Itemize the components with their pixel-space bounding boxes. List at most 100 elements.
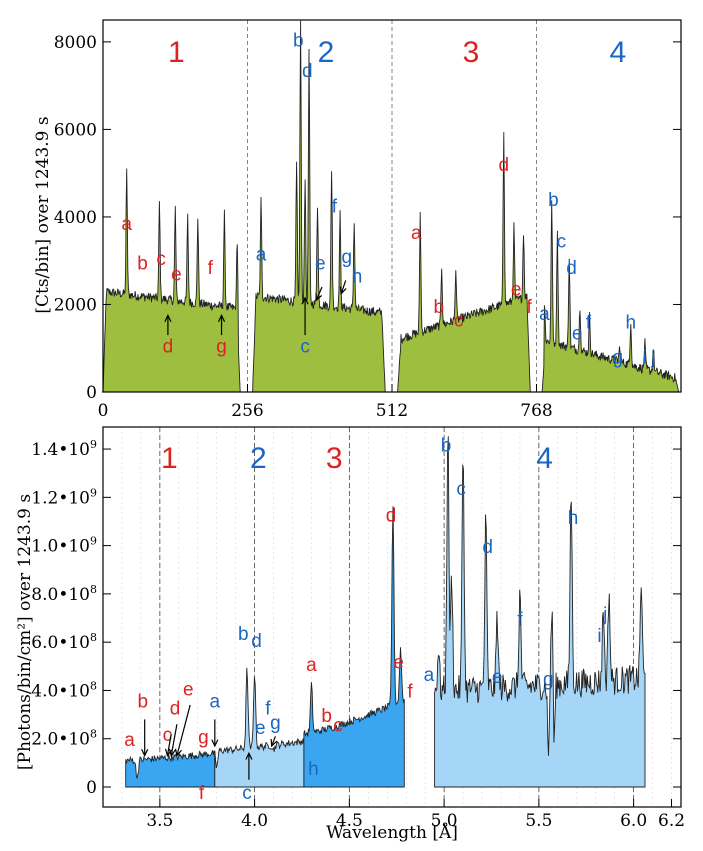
photons-ytick-exponent: 8 [90, 631, 97, 644]
counts-line-label-e: e [171, 264, 182, 285]
counts-arrow-3 [315, 286, 323, 301]
photons-xtick-label-3: 5.0 [431, 811, 458, 831]
counts-region-title-4: 4 [609, 36, 626, 69]
photons-line-label-a: a [424, 665, 435, 686]
photons-xtick-label-6: 6.2 [658, 811, 685, 831]
photons-xtick-label-5: 6.0 [620, 811, 647, 831]
counts-region-2 [251, 20, 387, 393]
photons-ytick-exponent: 8 [90, 728, 97, 741]
photons-arrowhead-2 [168, 748, 176, 757]
counts-line-label-g: g [216, 337, 227, 358]
photons-line-label-h: h [568, 508, 579, 529]
counts-line-label-a: a [121, 214, 132, 235]
photons-region-title-4: 4 [536, 442, 553, 475]
photons-arrow-2 [170, 724, 178, 756]
photons-line-label-f: f [517, 609, 523, 630]
photons-line-label-b: b [238, 624, 249, 645]
photons-line-label-b: b [138, 691, 149, 712]
photons-arrowhead-6 [270, 738, 278, 748]
photons-line-label-d: d [482, 537, 493, 558]
counts-line-label-g: g [612, 348, 623, 369]
counts-line-label-d: d [566, 258, 577, 279]
counts-region-title-3: 3 [463, 36, 480, 69]
photons-ytick-exponent: 8 [90, 679, 97, 692]
counts-line-label-e: e [511, 280, 522, 301]
photons-line-label-d: d [386, 505, 397, 526]
photons-ytick-mantissa: 6.0•10 [31, 633, 90, 653]
photons-ytick-label-3: 6.0•108 [31, 631, 97, 653]
photons-line-label-e: e [393, 653, 404, 674]
photons-line-label-g: g [198, 728, 209, 749]
photons-line-label-c: c [456, 479, 466, 500]
counts-arrowhead-3 [315, 293, 323, 302]
counts-xtick-label-3: 768 [520, 401, 552, 421]
counts-line-label-a: a [256, 245, 267, 266]
counts-line-label-f: f [586, 313, 592, 334]
photons-region-3 [303, 506, 405, 788]
counts-line-label-e: e [315, 253, 326, 274]
photons-ytick-exponent: 9 [90, 438, 97, 451]
photons-line-label-f: f [265, 699, 271, 720]
photons-line-label-h: h [308, 759, 319, 780]
counts-ytick-label-0: 0 [86, 383, 97, 403]
counts-region-3 [396, 132, 532, 393]
photons-ytick-mantissa: 0 [86, 778, 97, 798]
photons-arrow-3 [176, 704, 191, 756]
counts-region-1 [101, 168, 242, 393]
photons-line-label-g: g [543, 670, 554, 691]
counts-line-label-a: a [411, 223, 422, 244]
photons-xtick-label-1: 4.0 [241, 811, 268, 831]
photons-line-label-f: f [407, 682, 413, 703]
photons-region-title-1: 1 [161, 442, 178, 475]
photons-ytick-mantissa: 1.4•10 [31, 440, 90, 460]
counts-arrowhead-0 [164, 314, 172, 322]
photons-ytick-label-1: 2.0•108 [31, 728, 97, 750]
counts-y-label: [Cts/bin] over 1243.9 s [33, 116, 53, 313]
photons-ytick-label-0: 0 [86, 778, 97, 798]
counts-line-label-f: f [332, 197, 338, 218]
photons-line-label-c: c [333, 715, 343, 736]
counts-line-label-b: b [548, 190, 559, 211]
counts-panel: [Cts/bin] over 1243.9 s 1 2 3 4 0 2000 4000 600… [33, 19, 682, 421]
counts-line-label-i: i [643, 348, 647, 369]
counts-ytick-label-3: 6000 [54, 120, 97, 140]
counts-line-label-c: c [454, 310, 464, 331]
photons-line-label-c: c [242, 783, 252, 804]
photons-line-label-e: e [183, 679, 194, 700]
counts-line-label-j: j [650, 348, 655, 369]
photons-line-label-b: b [441, 435, 452, 456]
counts-region-title-1: 1 [168, 36, 185, 69]
photons-ytick-mantissa: 8.0•10 [31, 585, 90, 605]
photons-ytick-mantissa: 2.0•10 [31, 730, 90, 750]
photons-line-label-i: i [597, 626, 601, 647]
photons-arrowhead-3 [174, 748, 182, 757]
photons-line-label-e: e [255, 718, 266, 739]
counts-region-title-2: 2 [318, 36, 335, 69]
photons-line-label-j: j [602, 604, 607, 625]
photons-y-label: [Photons/bin/cm²] over 1243.9 s [15, 494, 35, 770]
photons-ytick-label-4: 8.0•108 [31, 583, 97, 605]
photons-panel: [Photons/bin/cm²] over 1243.9 s 1 2 3 4 0 2.0… [15, 426, 685, 843]
counts-xtick-label-2: 512 [376, 401, 408, 421]
counts-arrowhead-2 [301, 296, 309, 305]
photons-x-label: Wavelength [Å] [326, 822, 458, 843]
photons-ytick-mantissa: 1.0•10 [31, 537, 90, 557]
counts-line-label-b: b [434, 297, 445, 318]
counts-line-label-h: h [352, 267, 363, 288]
counts-line-label-f: f [208, 258, 214, 279]
photons-y-label-text: [Photons/bin/cm²] over 1243.9 s [15, 494, 35, 770]
counts-ytick-label-1: 2000 [54, 295, 97, 315]
counts-line-label-d: d [302, 61, 313, 82]
counts-ytick-label-2: 4000 [54, 208, 97, 228]
photons-ytick-label-6: 1.2•109 [31, 486, 97, 508]
photons-frame [102, 426, 682, 808]
photons-ytick-label-2: 4.0•108 [31, 679, 97, 701]
photons-line-label-a: a [306, 655, 317, 676]
photons-line-label-a: a [124, 730, 135, 751]
counts-line-label-b: b [137, 253, 148, 274]
photons-ytick-exponent: 9 [90, 535, 97, 548]
photons-xtick-label-4: 5.5 [525, 811, 552, 831]
counts-arrow-4 [340, 280, 347, 294]
counts-line-label-b: b [293, 30, 304, 51]
